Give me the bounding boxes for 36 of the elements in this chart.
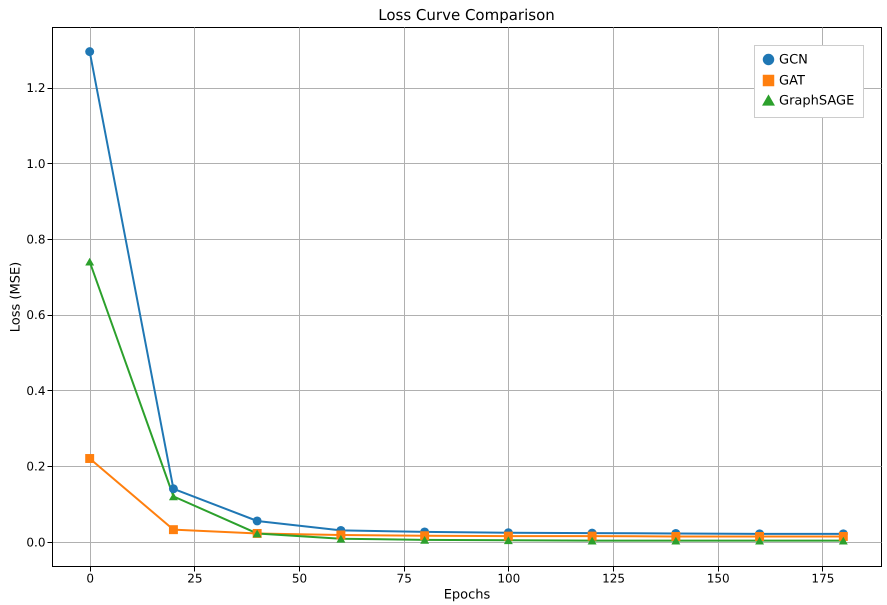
point (85, 454, 94, 463)
point (252, 516, 262, 526)
chart-title: Loss Curve Comparison (378, 6, 555, 24)
y-tick-label: 1.2 (26, 81, 46, 96)
point (420, 536, 430, 544)
y-tick-label: 0.6 (26, 308, 46, 322)
x-tick-label: 125 (602, 572, 625, 586)
x-tick-label: 25 (187, 572, 202, 586)
x-tick-label: 50 (292, 572, 308, 586)
y-tick-label: 0.0 (26, 535, 46, 550)
x-tick-label: 150 (706, 572, 730, 586)
y-tick-label: 0.8 (26, 232, 46, 246)
x-tick-label: 0 (86, 572, 94, 586)
legend-label: GCN (779, 52, 808, 68)
point (85, 258, 94, 266)
point (671, 536, 680, 545)
x-tick-label: 75 (396, 572, 412, 586)
x-tick-label: 175 (811, 572, 834, 586)
point (588, 532, 597, 541)
legend-label: GraphSAGE (779, 94, 854, 108)
point (85, 47, 94, 56)
point (838, 536, 848, 545)
x-axis-title: Epochs (444, 588, 491, 602)
point (168, 492, 178, 500)
y-axis-title: Loss (MSE) (8, 262, 24, 332)
y-tick-label: 0.2 (26, 460, 46, 474)
point (504, 536, 513, 544)
legend-label: GAT (779, 74, 805, 88)
point (168, 525, 178, 534)
y-tick-label: 1.0 (26, 156, 46, 171)
y-tick-label: 0.4 (26, 384, 46, 398)
point (588, 536, 597, 545)
point (755, 536, 764, 545)
x-tick-label: 100 (497, 572, 520, 586)
point (336, 534, 346, 543)
point (168, 484, 178, 494)
